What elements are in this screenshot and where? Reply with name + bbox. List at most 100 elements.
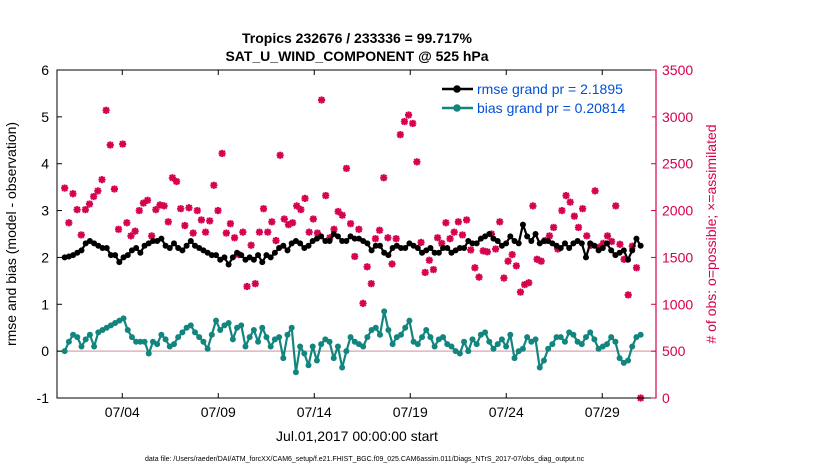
bias-point xyxy=(419,334,426,341)
obs-point xyxy=(508,251,516,259)
obs-point xyxy=(135,206,143,215)
rmse-point xyxy=(78,247,85,254)
rmse-point xyxy=(183,242,190,249)
rmse-point xyxy=(625,256,632,263)
y-axis-left: -1 0 1 2 3 4 5 6 xyxy=(37,62,62,406)
obs-point xyxy=(450,228,458,236)
obs-point xyxy=(351,252,359,261)
obs-point xyxy=(119,140,127,148)
bias-point xyxy=(133,338,140,345)
bias-point xyxy=(381,308,388,315)
obs-point xyxy=(114,225,123,233)
obs-point xyxy=(222,229,230,237)
bias-point xyxy=(120,315,127,322)
bias-point xyxy=(431,343,438,350)
bias-point xyxy=(196,334,203,341)
obs-point xyxy=(297,206,305,214)
bias-point xyxy=(229,336,236,343)
rmse-point xyxy=(322,238,329,245)
y-tick-label-right: 3500 xyxy=(662,62,693,78)
obs-point xyxy=(558,206,566,215)
bias-point xyxy=(288,324,295,331)
rmse-point xyxy=(259,259,266,266)
bias-point xyxy=(192,329,199,336)
bias-point xyxy=(225,320,232,327)
bias-point xyxy=(141,338,148,345)
bias-point xyxy=(469,336,476,343)
bias-point xyxy=(561,338,568,345)
rmse-point xyxy=(213,252,220,259)
bias-point xyxy=(364,334,371,341)
bias-point xyxy=(536,364,543,371)
bias-point xyxy=(587,329,594,336)
bias-point xyxy=(78,343,85,350)
y-tick-label-right: 0 xyxy=(662,390,670,406)
obs-point xyxy=(346,220,355,228)
obs-point xyxy=(421,268,429,277)
legend: rmse grand pr = 2.1895 bias grand pr = 0… xyxy=(437,77,652,119)
y-tick-label-right: 1000 xyxy=(662,296,693,312)
bias-point xyxy=(305,362,312,369)
obs-point xyxy=(616,240,624,248)
obs-point xyxy=(276,151,284,159)
obs-point xyxy=(371,235,380,243)
x-axis-label: Jul.01,2017 00:00:00 start xyxy=(276,428,438,444)
bias-point xyxy=(334,343,341,350)
bias-point xyxy=(292,369,299,376)
obs-point xyxy=(123,219,131,227)
obs-point xyxy=(185,204,193,212)
obs-point xyxy=(396,131,404,139)
bias-series xyxy=(61,308,644,376)
obs-point xyxy=(375,226,384,234)
bias-point xyxy=(461,338,468,345)
rmse-point xyxy=(187,238,194,245)
obs-point xyxy=(247,241,255,249)
bias-point xyxy=(448,343,455,350)
obs-point xyxy=(309,215,317,223)
bias-point xyxy=(545,345,552,352)
obs-point xyxy=(102,106,110,114)
rmse-point xyxy=(519,221,526,228)
obs-point xyxy=(322,191,330,200)
bias-point xyxy=(604,341,611,348)
bias-point xyxy=(280,355,287,362)
rmse-point xyxy=(469,240,476,247)
legend-box xyxy=(437,77,652,119)
y-axis-left-label: rmse and bias (model - observation) xyxy=(3,122,19,346)
rmse-point xyxy=(339,238,346,245)
obs-point xyxy=(259,205,268,213)
obs-point xyxy=(417,238,425,247)
obs-point xyxy=(359,299,367,307)
obs-point xyxy=(475,273,483,281)
rmse-point xyxy=(124,252,131,259)
obs-point xyxy=(400,117,409,126)
obs-point xyxy=(516,288,525,296)
y-tick-label-left: 1 xyxy=(41,296,49,312)
obs-point xyxy=(98,176,106,184)
bias-point xyxy=(524,334,531,341)
y-tick-label-left: 6 xyxy=(41,62,49,78)
y-tick-label-right: 1500 xyxy=(662,249,693,265)
obs-point xyxy=(338,211,346,219)
bias-point xyxy=(486,338,493,345)
rmse-point xyxy=(398,245,405,252)
obs-point xyxy=(483,248,491,256)
rmse-point xyxy=(99,245,106,252)
legend-bias-marker xyxy=(453,104,461,112)
bias-point xyxy=(553,334,560,341)
rmse-point xyxy=(637,242,644,249)
obs-point xyxy=(81,206,89,214)
rmse-point xyxy=(166,245,173,252)
bias-point xyxy=(376,331,383,338)
bias-point xyxy=(385,327,392,334)
rmse-point xyxy=(103,245,110,252)
rmse-point xyxy=(456,245,463,252)
bias-point xyxy=(330,355,337,362)
obs-point xyxy=(574,223,583,232)
bias-point xyxy=(423,327,430,334)
x-axis: 07/04 07/09 07/14 07/19 07/24 07/29 xyxy=(105,70,620,420)
y-tick-label-left: 0 xyxy=(41,343,49,359)
rmse-point xyxy=(599,245,606,252)
rmse-point xyxy=(280,242,287,249)
bias-point xyxy=(61,348,68,355)
